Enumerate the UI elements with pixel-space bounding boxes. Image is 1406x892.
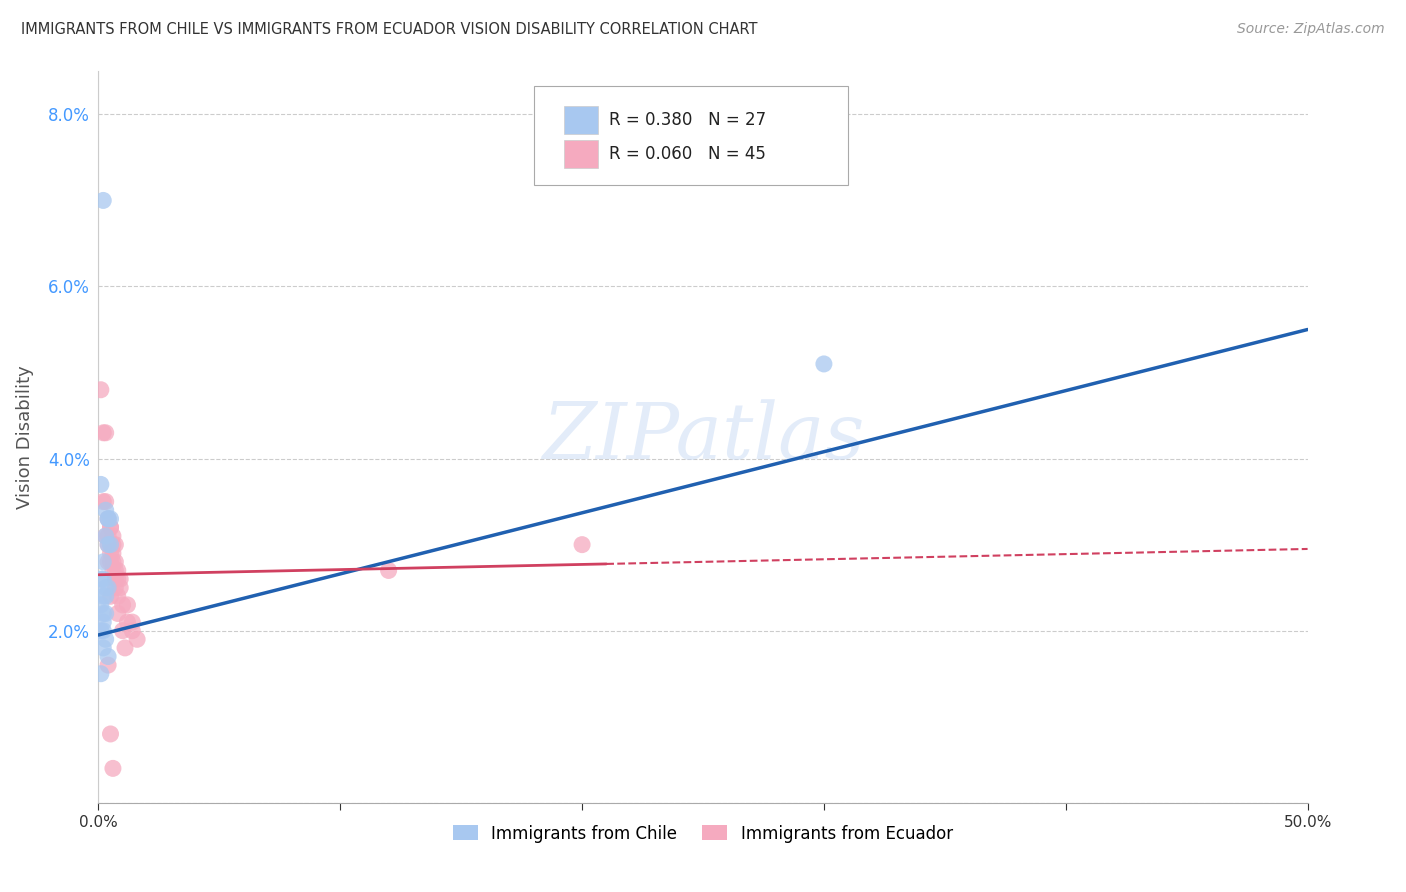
Point (107, 572, 129, 586)
Text: R = 0.060   N = 45: R = 0.060 N = 45 (609, 145, 765, 163)
Point (90, 477, 112, 491)
Text: R = 0.380   N = 27: R = 0.380 N = 27 (609, 111, 766, 128)
Point (97, 649, 120, 664)
Legend: Immigrants from Chile, Immigrants from Ecuador: Immigrants from Chile, Immigrants from E… (447, 818, 959, 849)
Point (91, 615, 114, 629)
Point (97, 581, 120, 595)
Point (571, 538, 593, 552)
Point (94, 494, 117, 508)
Point (90, 598, 112, 612)
Point (94, 529, 117, 543)
Point (108, 581, 131, 595)
Point (91, 589, 114, 603)
Point (97, 555, 120, 569)
FancyBboxPatch shape (534, 86, 848, 185)
Point (100, 538, 122, 552)
Point (813, 357, 835, 371)
Point (90, 624, 112, 638)
Point (111, 624, 134, 638)
Point (90, 572, 112, 586)
Point (100, 520, 122, 534)
Point (121, 624, 143, 638)
Point (104, 572, 127, 586)
Point (100, 555, 122, 569)
Point (97, 538, 120, 552)
Point (111, 598, 134, 612)
Point (127, 632, 149, 647)
Point (91, 640, 114, 655)
Point (101, 564, 124, 578)
Point (97, 538, 120, 552)
Point (101, 538, 124, 552)
Point (101, 761, 124, 775)
Point (97, 658, 120, 673)
Point (90, 666, 112, 681)
FancyBboxPatch shape (564, 140, 598, 168)
Point (91, 494, 114, 508)
Point (121, 615, 143, 629)
Point (97, 512, 120, 526)
Point (100, 589, 122, 603)
Point (100, 512, 122, 526)
Point (104, 538, 127, 552)
Point (107, 607, 129, 621)
Point (107, 589, 129, 603)
Y-axis label: Vision Disability: Vision Disability (17, 365, 34, 509)
Text: ZIPatlas: ZIPatlas (541, 399, 865, 475)
Point (91, 572, 114, 586)
Point (94, 581, 117, 595)
Point (97, 512, 120, 526)
Point (97, 512, 120, 526)
Point (377, 564, 399, 578)
Point (94, 425, 117, 440)
Point (104, 564, 127, 578)
Point (91, 624, 114, 638)
Point (91, 425, 114, 440)
Point (107, 564, 129, 578)
FancyBboxPatch shape (564, 106, 598, 134)
Point (101, 529, 124, 543)
Text: IMMIGRANTS FROM CHILE VS IMMIGRANTS FROM ECUADOR VISION DISABILITY CORRELATION C: IMMIGRANTS FROM CHILE VS IMMIGRANTS FROM… (21, 22, 758, 37)
Point (94, 632, 117, 647)
Point (94, 503, 117, 517)
Point (100, 520, 122, 534)
Point (114, 640, 136, 655)
Point (100, 538, 122, 552)
Point (91, 194, 114, 208)
Point (117, 615, 139, 629)
Point (100, 727, 122, 741)
Text: Source: ZipAtlas.com: Source: ZipAtlas.com (1237, 22, 1385, 37)
Point (101, 546, 124, 560)
Point (91, 607, 114, 621)
Point (100, 546, 122, 560)
Point (91, 555, 114, 569)
Point (94, 589, 117, 603)
Point (108, 572, 131, 586)
Point (117, 598, 139, 612)
Point (101, 555, 124, 569)
Point (94, 607, 117, 621)
Point (104, 581, 127, 595)
Point (90, 383, 112, 397)
Point (94, 529, 117, 543)
Point (104, 555, 127, 569)
Point (97, 529, 120, 543)
